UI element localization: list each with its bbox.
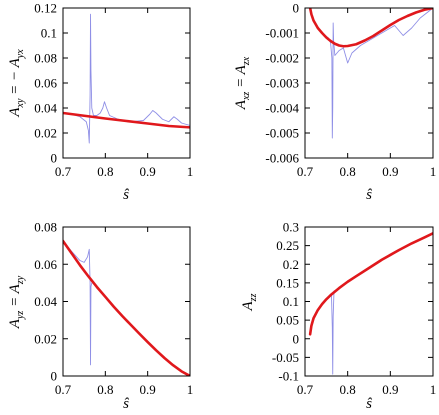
x-tick-label: 0.9: [140, 164, 156, 179]
y-tick-label: 0.06: [34, 76, 57, 91]
y-tick-label: -0.003: [265, 76, 299, 91]
y-tick-label: 0: [293, 1, 300, 16]
series-line-model: [308, 8, 433, 48]
y-tick-label: 0.1: [283, 294, 299, 309]
y-tick-label: 0.08: [34, 51, 57, 66]
y-tick-label: -0.002: [265, 51, 299, 66]
y-axis-label-axz: Axz = Azx: [233, 56, 252, 110]
panel-ayz: 0.7 0.8 0.9 1 0 0.02 0.04 0.06 0.08 ŝ Ayz = Azy: [7, 220, 193, 413]
y-tick-label: 0.05: [276, 313, 299, 328]
x-tick-label: 0.7: [55, 382, 72, 397]
series-line-data: [309, 232, 433, 375]
series-line-data: [309, 8, 433, 139]
y-tick-label: 0.02: [34, 331, 57, 346]
x-tick-label: 0.7: [297, 164, 314, 179]
plot-frame-ayz: [62, 226, 191, 377]
y-tick-label: -0.004: [265, 101, 299, 116]
x-tick-label: 1: [187, 164, 194, 179]
x-tick-label: 0.9: [140, 382, 156, 397]
plot-area-axy: [63, 13, 190, 144]
panel-azz: 0.7 0.8 0.9 1 -0.1 -0.05 0 0.05 0.1 0.15 0.2 0.25 0.…: [240, 220, 436, 413]
series-line-model: [63, 111, 190, 129]
ticks-ayz: 0.7 0.8 0.9 1 0 0.02 0.04 0.06 0.08: [34, 220, 193, 398]
plot-area-axz: [308, 8, 433, 139]
panel-axy: 0.7 0.8 0.9 1 0 0.02 0.04 0.06 0.08 0.1 0.12 ŝ Axy…: [7, 1, 193, 204]
y-tick-label: 0.12: [34, 1, 57, 16]
x-tick-label: 0.8: [340, 382, 356, 397]
y-tick-label: -0.005: [265, 126, 299, 141]
y-axis-label-axy: Axy = − Ayx: [7, 49, 26, 118]
y-tick-label: 0.06: [34, 257, 57, 272]
x-axis-label-ayz: ŝ: [123, 396, 129, 412]
x-tick-label: 1: [430, 382, 437, 397]
x-axis-label-axy: ŝ: [123, 187, 129, 203]
y-tick-label: 0.02: [34, 126, 57, 141]
y-tick-label: -0.006: [265, 151, 299, 166]
x-tick-label: 0.7: [55, 164, 72, 179]
panel-axz: 0.7 0.8 0.9 1 -0.006 -0.005 -0.004 -0.003 -0.002…: [233, 1, 436, 204]
x-tick-label: 0.8: [340, 164, 356, 179]
y-tick-label: 0: [51, 151, 58, 166]
series-line-model: [63, 239, 190, 376]
x-tick-label: 0.9: [382, 164, 398, 179]
y-tick-label: 0: [51, 369, 58, 384]
x-tick-label: 1: [430, 164, 437, 179]
series-line-data: [63, 240, 190, 376]
y-tick-label: 0.08: [34, 220, 57, 235]
plot-frame-axy: [62, 7, 191, 159]
ticks-axz: 0.7 0.8 0.9 1 -0.006 -0.005 -0.004 -0.003 -0.002…: [265, 1, 436, 180]
y-tick-label: 0.3: [283, 220, 299, 235]
ticks-azz: 0.7 0.8 0.9 1 -0.1 -0.05 0 0.05 0.1 0.15 0.2 0.25 0.…: [272, 220, 436, 398]
y-axis-label-azz: Azz: [240, 293, 259, 311]
series-line-model: [308, 232, 433, 336]
y-tick-label: 0.25: [276, 238, 299, 253]
plot-area-ayz: [63, 239, 190, 376]
x-tick-label: 1: [187, 382, 194, 397]
y-tick-label: 0.04: [34, 101, 57, 116]
x-axis-label-azz: ŝ: [366, 396, 372, 412]
series-line-data: [63, 13, 190, 144]
plot-frame-axz: [304, 7, 434, 159]
y-axis-label-ayz: Ayz = Azy: [7, 275, 26, 329]
x-tick-label: 0.8: [97, 382, 113, 397]
ticks-axy: 0.7 0.8 0.9 1 0 0.02 0.04 0.06 0.08 0.1 0.12: [34, 1, 193, 180]
plot-area-azz: [308, 232, 433, 375]
x-axis-label-axz: ŝ: [366, 187, 372, 203]
y-tick-label: 0.15: [276, 275, 299, 290]
x-tick-label: 0.8: [97, 164, 113, 179]
y-tick-label: 0: [293, 331, 300, 346]
y-tick-label: -0.001: [265, 26, 299, 41]
y-tick-label: -0.1: [278, 369, 299, 384]
y-tick-label: 0.2: [283, 257, 299, 272]
x-tick-label: 0.7: [297, 382, 314, 397]
y-tick-label: -0.05: [272, 350, 299, 365]
x-tick-label: 0.9: [382, 382, 398, 397]
y-tick-label: 0.1: [41, 26, 57, 41]
y-tick-label: 0.04: [34, 294, 57, 309]
